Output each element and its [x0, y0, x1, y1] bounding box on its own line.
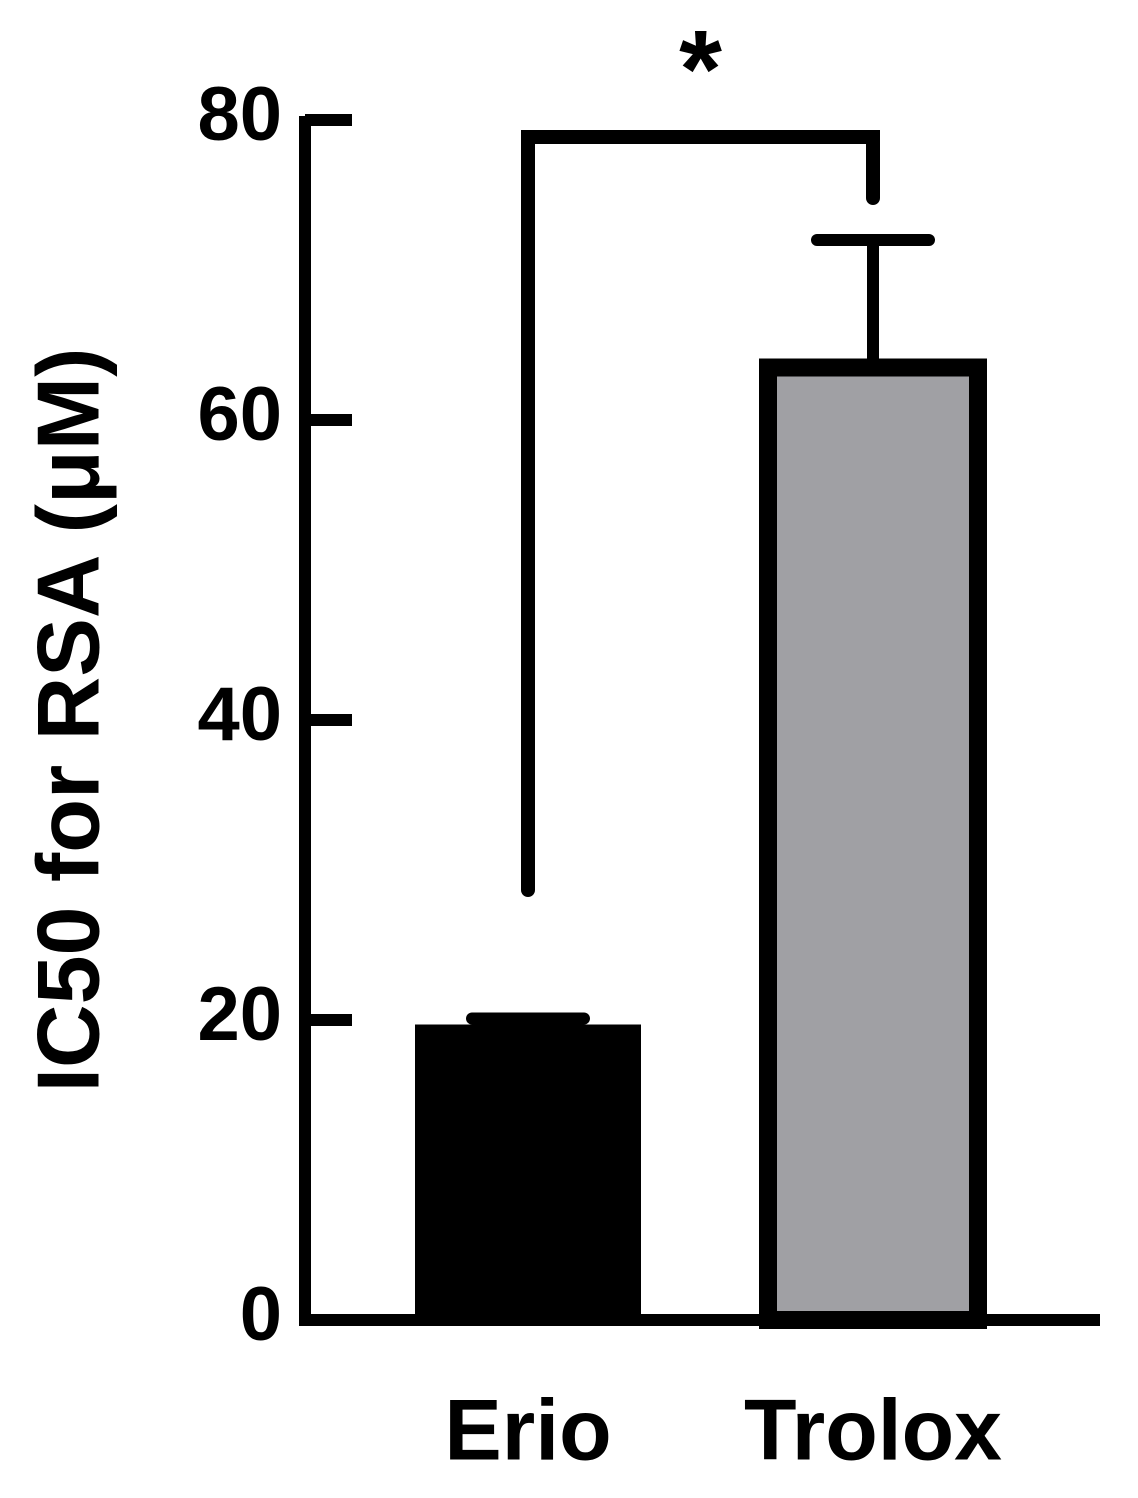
y-tick-label: 80 [197, 72, 282, 157]
significance-bracket [521, 130, 880, 897]
significance-marker: * [679, 8, 722, 131]
bar [415, 1024, 641, 1320]
y-tick-label: 0 [240, 1272, 282, 1357]
y-axis-label: IC50 for RSA (μM) [18, 348, 117, 1093]
y-tick-label: 20 [197, 972, 282, 1057]
y-tick-label: 60 [197, 372, 282, 457]
x-tick-label: Trolox [744, 1383, 1002, 1479]
x-tick-label: Erio [444, 1383, 611, 1479]
bar [759, 358, 987, 1329]
y-tick-label: 40 [197, 672, 282, 757]
